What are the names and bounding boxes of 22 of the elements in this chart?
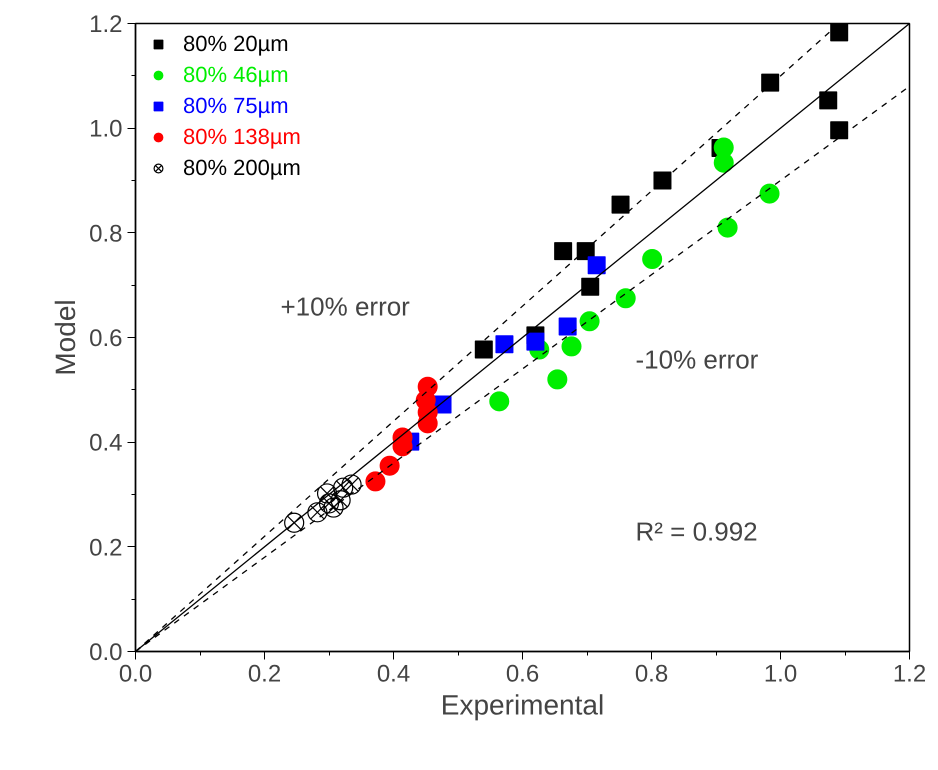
annotation: +10% error — [280, 292, 410, 322]
legend-label: 80% 20µm — [183, 31, 289, 57]
y-tick-label: 1.2 — [89, 11, 123, 38]
x-tick-label: 1.2 — [892, 660, 926, 688]
annotation: R² = 0.992 — [636, 516, 758, 546]
legend-label: 80% 200µm — [183, 155, 301, 181]
y-axis-title: Model — [50, 299, 82, 376]
x-axis-title: Experimental — [440, 690, 604, 720]
y-tick-label: 1.0 — [89, 116, 123, 143]
x-tick-label: 0.8 — [634, 660, 668, 688]
legend-label: 80% 138µm — [183, 124, 301, 150]
x-tick-label: 0.4 — [376, 660, 410, 688]
x-tick-label: 1.0 — [764, 660, 798, 688]
x-tick-label: 0.2 — [248, 660, 282, 688]
y-tick-label: 0.8 — [89, 220, 123, 248]
legend-label: 80% 46µm — [183, 62, 289, 88]
y-tick-label: 0.4 — [89, 430, 123, 457]
annotation: -10% error — [636, 344, 759, 374]
legend-label: 80% 75µm — [183, 93, 289, 119]
y-tick-label: 0.6 — [89, 325, 123, 352]
y-tick-label: 0.2 — [89, 534, 123, 562]
x-tick-label: 0.6 — [506, 660, 540, 688]
